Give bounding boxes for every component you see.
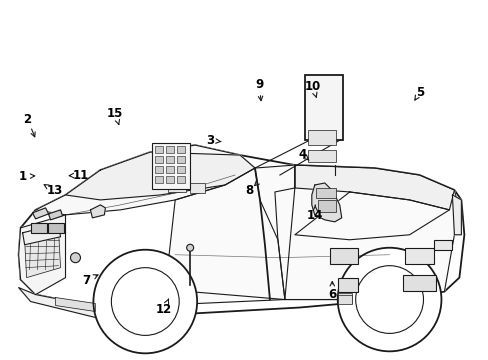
Polygon shape: [90, 205, 105, 218]
Text: 9: 9: [254, 78, 263, 91]
Text: 5: 5: [415, 86, 423, 99]
Bar: [177, 166, 185, 173]
Polygon shape: [24, 230, 61, 278]
Bar: [47, 223, 63, 233]
Polygon shape: [56, 298, 95, 311]
Text: 11: 11: [73, 169, 89, 182]
Polygon shape: [165, 165, 294, 305]
Bar: [317, 200, 335, 212]
Polygon shape: [36, 145, 254, 215]
Polygon shape: [311, 183, 341, 222]
Bar: [337, 278, 357, 292]
Bar: [404, 248, 433, 264]
Text: 3: 3: [206, 134, 214, 147]
Bar: [31, 223, 46, 233]
Polygon shape: [33, 208, 48, 219]
Polygon shape: [19, 215, 65, 294]
Bar: [152, 143, 190, 189]
Text: 10: 10: [304, 80, 320, 93]
Text: 14: 14: [306, 210, 323, 222]
Text: 15: 15: [107, 107, 123, 120]
Bar: [155, 146, 163, 153]
Bar: [155, 176, 163, 183]
Text: 13: 13: [46, 184, 62, 197]
Polygon shape: [65, 152, 254, 200]
Polygon shape: [274, 165, 458, 300]
Bar: [166, 166, 174, 173]
Bar: [168, 180, 186, 192]
Polygon shape: [48, 210, 62, 220]
Text: 4: 4: [298, 148, 306, 161]
Bar: [307, 150, 335, 162]
Bar: [177, 176, 185, 183]
Polygon shape: [451, 195, 461, 235]
Polygon shape: [294, 165, 453, 210]
Bar: [315, 188, 335, 198]
Bar: [177, 156, 185, 163]
Polygon shape: [22, 224, 61, 245]
Text: 7: 7: [82, 274, 90, 287]
Circle shape: [93, 250, 197, 353]
Bar: [304, 75, 342, 140]
Bar: [402, 275, 436, 291]
Circle shape: [337, 248, 441, 351]
Text: 12: 12: [156, 303, 172, 316]
Bar: [166, 156, 174, 163]
Bar: [177, 146, 185, 153]
Bar: [166, 146, 174, 153]
Circle shape: [186, 244, 193, 251]
Polygon shape: [19, 145, 464, 315]
Text: 2: 2: [23, 113, 32, 126]
Bar: [155, 156, 163, 163]
Text: 1: 1: [19, 170, 27, 183]
Bar: [155, 166, 163, 173]
Text: 6: 6: [327, 288, 336, 301]
Bar: [190, 183, 204, 193]
Bar: [307, 130, 335, 145]
Bar: [337, 294, 351, 303]
Bar: [329, 248, 357, 264]
Bar: [337, 293, 351, 302]
Circle shape: [70, 253, 81, 263]
Bar: [433, 240, 451, 250]
Text: 8: 8: [245, 184, 253, 197]
Bar: [166, 176, 174, 183]
Polygon shape: [19, 288, 100, 318]
